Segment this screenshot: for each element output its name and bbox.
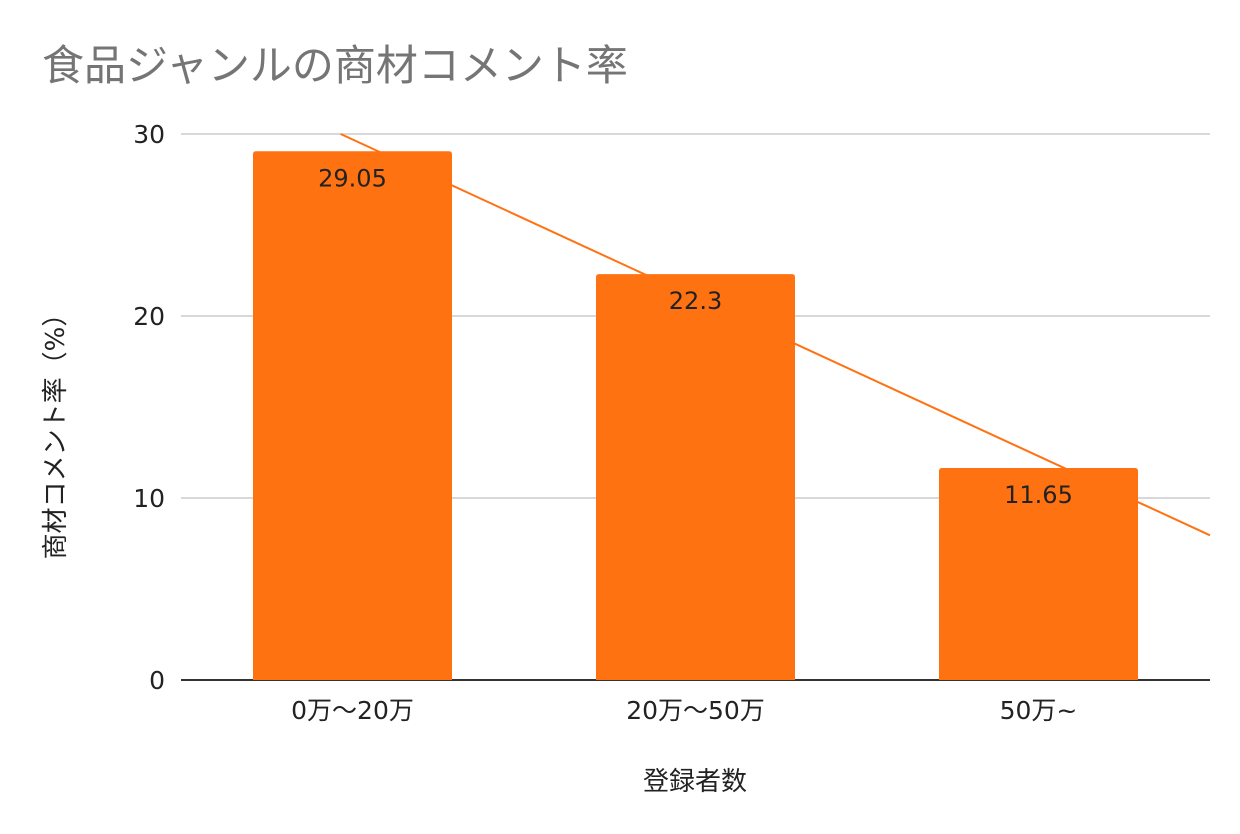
y-tick-label: 30 xyxy=(133,120,165,149)
x-tick-labels: 0万〜20万 20万〜50万 50万~ xyxy=(291,696,1077,725)
x-tick-label: 0万〜20万 xyxy=(291,696,414,725)
y-tick-label: 0 xyxy=(149,666,165,695)
data-label: 29.05 xyxy=(318,164,387,192)
y-tick-label: 10 xyxy=(133,484,165,513)
trendline-group xyxy=(340,133,1211,537)
bar xyxy=(939,467,1138,680)
bars xyxy=(253,151,1138,681)
y-tick-label: 20 xyxy=(133,302,165,331)
bar xyxy=(253,151,452,681)
x-tick-label: 50万~ xyxy=(1000,696,1078,725)
data-label: 22.3 xyxy=(669,287,722,315)
x-tick-label: 20万〜50万 xyxy=(626,696,765,725)
y-axis-label: 商材コメント率（%） xyxy=(41,301,71,560)
x-axis-label: 登録者数 xyxy=(643,767,747,797)
data-labels: 29.05 22.3 11.65 xyxy=(318,164,1073,509)
data-label: 11.65 xyxy=(1004,481,1073,509)
trendline xyxy=(340,133,1211,537)
chart-title: 食品ジャンルの商材コメント率 xyxy=(42,41,628,90)
y-tick-labels: 0 10 20 30 xyxy=(133,120,165,695)
bar xyxy=(596,274,795,680)
